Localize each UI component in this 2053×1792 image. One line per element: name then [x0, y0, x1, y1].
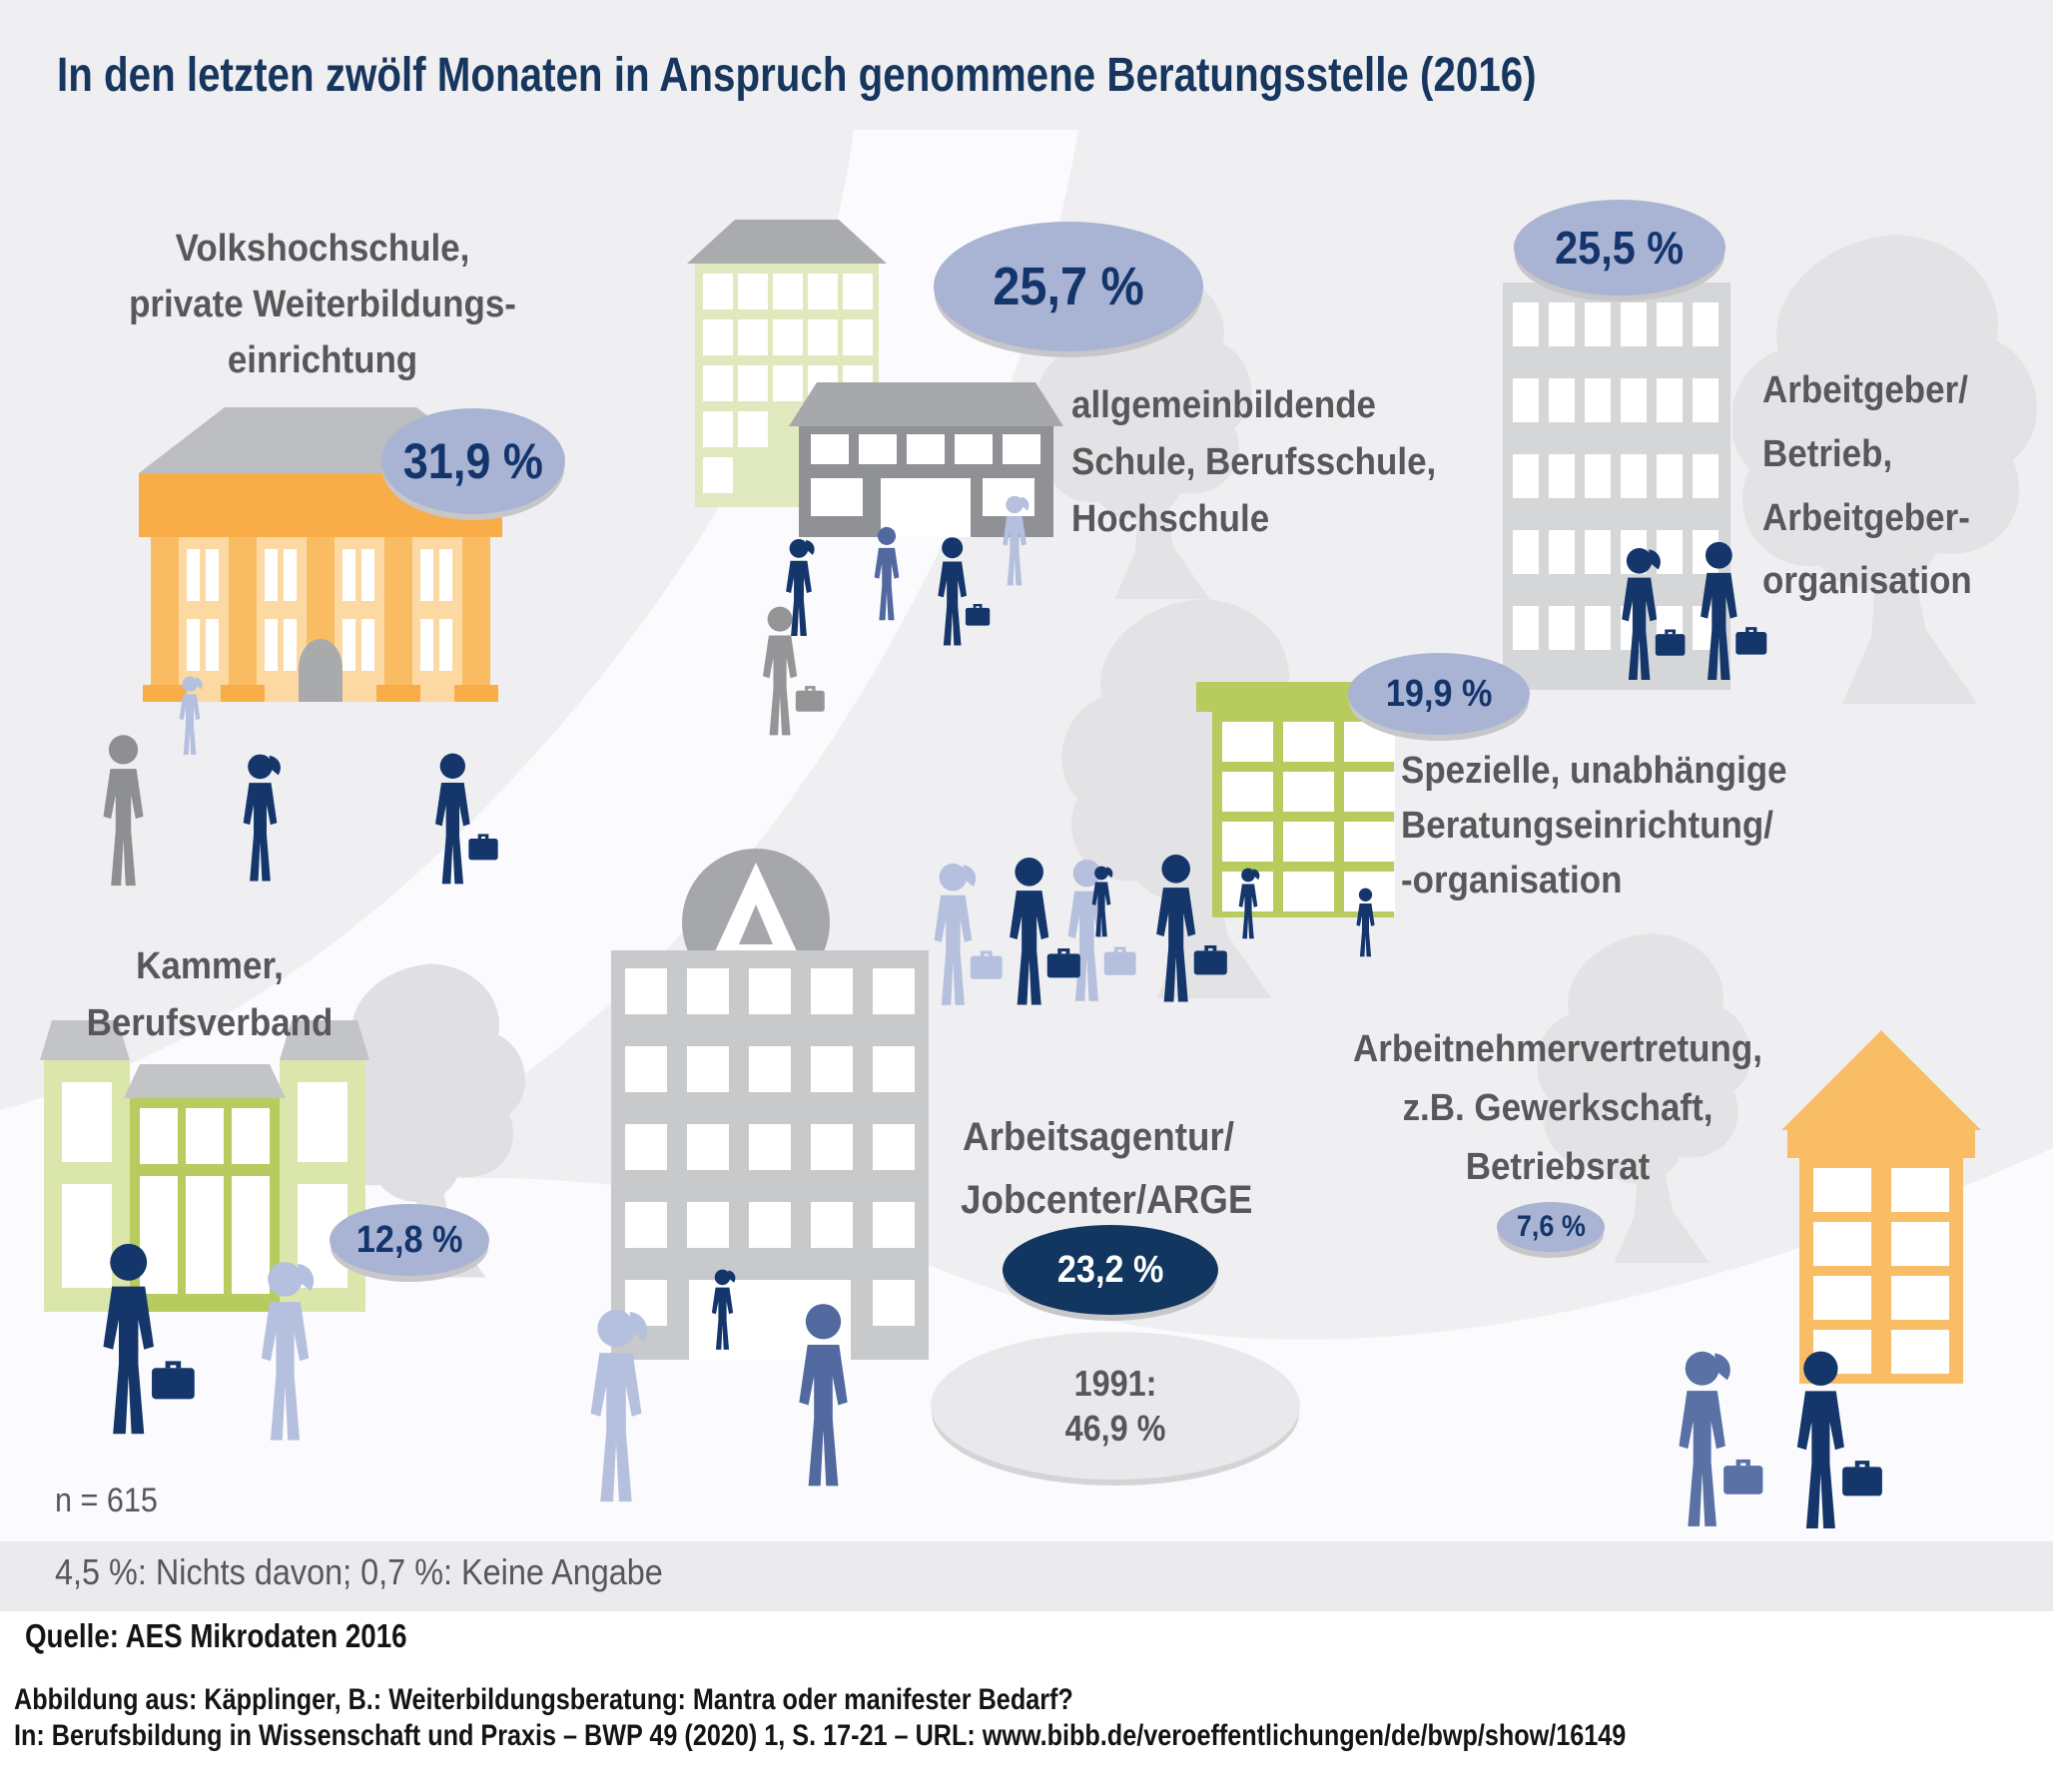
note-sample-size: n = 615: [55, 1482, 158, 1519]
person-silhouette: [243, 754, 281, 882]
bubble-value: 25,7 %: [993, 257, 1144, 316]
person-briefcase-silhouette: [1679, 1351, 1763, 1526]
bubble-arbeitnehmervertretung: 7,6 %: [1497, 1202, 1605, 1252]
building-volkshochschule: [139, 407, 502, 702]
person-silhouette: [1356, 888, 1375, 957]
bubble-value: 12,8 %: [355, 1218, 463, 1261]
label-beratungseinrichtung: Spezielle, unabhängige Beratungseinricht…: [1401, 750, 1787, 902]
person-silhouette: [1238, 868, 1260, 939]
page-title: In den letzten zwölf Monaten in Anspruch…: [57, 49, 1537, 102]
person-briefcase-silhouette: [762, 606, 825, 736]
bubble-value: 31,9 %: [402, 433, 544, 489]
building-arbeitnehmervertretung: [1781, 1030, 1981, 1384]
building-schule-vorne: [789, 382, 1063, 537]
bubble-value: 25,5 %: [1555, 222, 1685, 274]
bubble-kammer: 12,8 %: [330, 1204, 489, 1276]
bubble-value: 7,6 %: [1516, 1210, 1586, 1243]
person-silhouette: [103, 735, 144, 887]
label-schule: allgemeinbildende Schule, Berufsschule, …: [1071, 384, 1437, 540]
bubble-arbeitgeber: 25,5 %: [1514, 200, 1725, 296]
bubble-arbeitsagentur: 23,2 %: [1003, 1225, 1218, 1315]
label-kammer: Kammer, Berufsverband: [86, 945, 334, 1044]
label-arbeitgeber: Arbeitgeber/ Betrieb, Arbeitgeber- organ…: [1762, 369, 1972, 603]
building-arbeitsagentur: [611, 849, 929, 1360]
person-silhouette: [874, 526, 900, 621]
person-silhouette: [261, 1262, 315, 1441]
person-briefcase-silhouette: [435, 753, 498, 885]
bubble-beratungseinrichtung: 19,9 %: [1348, 653, 1530, 735]
person-silhouette: [179, 676, 203, 755]
person-silhouette: [799, 1304, 848, 1487]
note-excluded: 4,5 %: Nichts davon; 0,7 %: Keine Angabe: [55, 1551, 663, 1592]
bubble-value: 1991: 46,9 %: [1064, 1363, 1166, 1449]
bubble-value: 23,2 %: [1056, 1248, 1164, 1291]
label-volkshochschule: Volkshochschule, private Weiterbildungs-…: [129, 228, 516, 381]
label-arbeitnehmervertretung: Arbeitnehmervertretung, z.B. Gewerkschaf…: [1353, 1028, 1762, 1188]
person-silhouette: [1091, 866, 1113, 937]
person-silhouette: [1003, 495, 1029, 586]
bubble-volkshochschule: 31,9 %: [381, 408, 565, 514]
footer-attribution: Abbildung aus: Käpplinger, B.: Weiterbil…: [14, 1683, 1073, 1716]
person-briefcase-silhouette: [103, 1243, 195, 1435]
person-briefcase-silhouette: [1796, 1351, 1882, 1528]
label-arbeitsagentur: Arbeitsagentur/ Jobcenter/ARGE: [961, 1115, 1253, 1222]
bubble-value: 19,9 %: [1385, 672, 1493, 715]
person-silhouette: [711, 1269, 736, 1350]
person-silhouette: [590, 1310, 647, 1502]
bubble-schule: 25,7 %: [934, 222, 1203, 351]
footer-publication: In: Berufsbildung in Wissenschaft und Pr…: [14, 1719, 1627, 1752]
bubble-arbeitsagentur-1991: 1991: 46,9 %: [931, 1332, 1300, 1480]
footer-source: Quelle: AES Mikrodaten 2016: [25, 1617, 407, 1654]
building-kammer: [40, 1020, 369, 1312]
